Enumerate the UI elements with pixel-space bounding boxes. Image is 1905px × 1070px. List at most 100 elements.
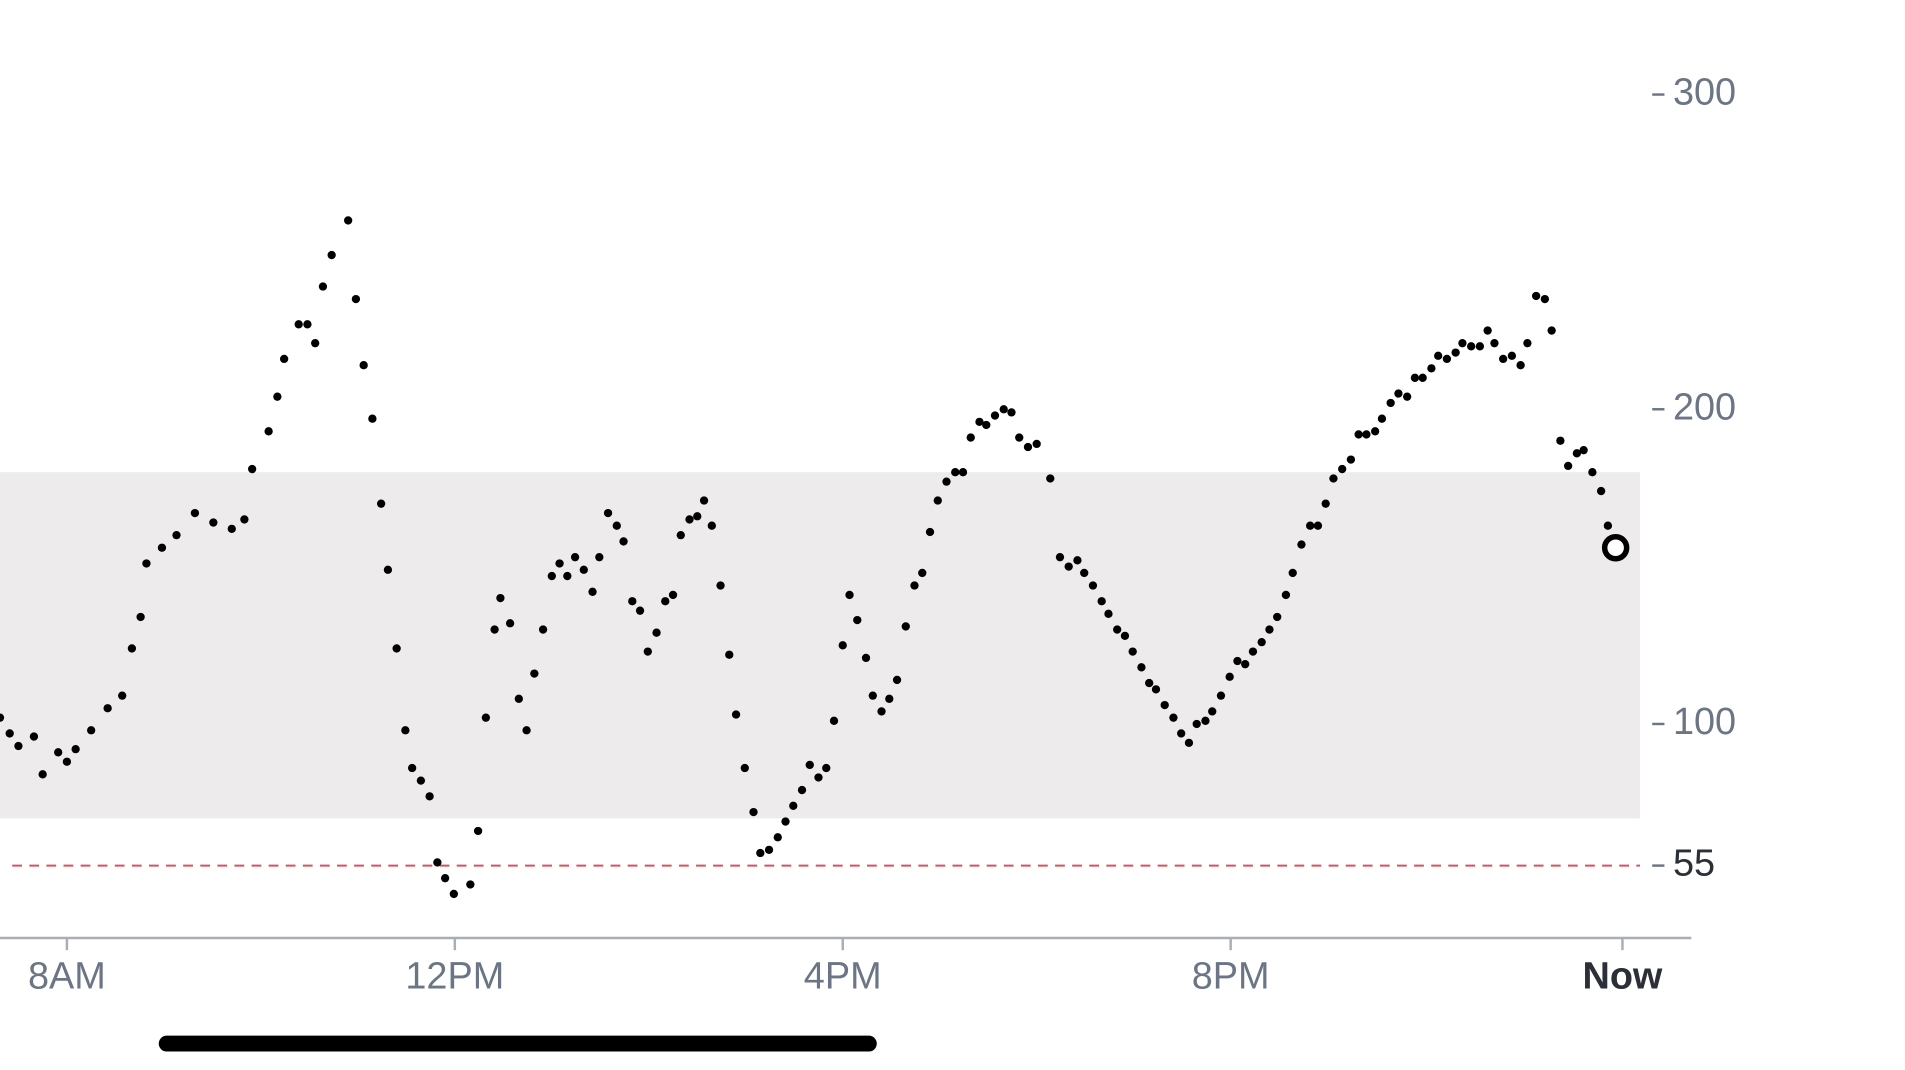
reading-dot — [628, 597, 637, 606]
reading-dot — [1208, 707, 1217, 716]
reading-dot — [1588, 468, 1597, 477]
reading-dot — [1169, 713, 1178, 722]
reading-dot — [892, 675, 902, 685]
axis-layer: 55 100 200 300 8AM 12PM 4PM 8PM Now — [0, 72, 1736, 997]
reading-dot — [853, 615, 862, 625]
reading-dot — [990, 411, 1000, 420]
reading-dot — [1354, 430, 1363, 439]
reading-dot — [87, 726, 96, 735]
reading-dot — [1104, 609, 1113, 618]
reading-dot — [1483, 326, 1492, 335]
reading-dot — [999, 405, 1008, 414]
reading-dot — [1192, 719, 1201, 729]
y-tick-label: 300 — [1673, 72, 1736, 114]
reading-dot — [982, 420, 991, 430]
reading-dot — [1097, 597, 1106, 606]
reading-dot — [910, 581, 919, 590]
reading-dot — [1540, 294, 1550, 304]
reading-dot — [505, 619, 515, 628]
reading-dot — [62, 757, 72, 766]
reading-dot — [401, 726, 410, 735]
x-tick-label: Now — [1582, 955, 1662, 997]
reading-dot — [1113, 625, 1122, 634]
reading-dot — [1046, 474, 1055, 483]
reading-dot — [1579, 446, 1588, 455]
scroll-indicator — [158, 1035, 877, 1052]
reading-dot — [1547, 326, 1556, 335]
reading-dot — [473, 826, 483, 836]
reading-dot — [1073, 556, 1082, 565]
reading-dot — [172, 530, 181, 540]
reading-dot — [1394, 389, 1403, 398]
reading-dot — [530, 669, 539, 678]
reading-dot — [433, 858, 442, 867]
reading-dot — [699, 496, 709, 505]
reading-dot — [1556, 436, 1565, 445]
reading-dot — [676, 530, 685, 540]
reading-dot — [127, 644, 137, 653]
reading-dot — [805, 760, 814, 770]
reading-dot — [240, 515, 249, 524]
reading-dot — [1257, 637, 1266, 647]
reading-dot — [814, 773, 823, 782]
reading-dot — [440, 874, 450, 883]
reading-dot — [303, 320, 312, 329]
reading-dot — [789, 801, 798, 810]
reading-dot — [54, 748, 63, 757]
reading-dot — [1418, 373, 1427, 382]
reading-dot — [901, 622, 910, 631]
reading-dot — [868, 691, 877, 700]
reading-dot — [822, 763, 831, 773]
reading-dot — [731, 710, 741, 719]
reading-dot — [368, 414, 377, 423]
y-tick-label: 55 — [1673, 843, 1715, 885]
reading-dot — [1403, 392, 1412, 401]
reading-dot — [756, 848, 765, 858]
reading-dot — [877, 707, 886, 716]
reading-dot — [951, 468, 960, 477]
reading-dot — [652, 628, 661, 637]
reading-dot — [1313, 521, 1323, 530]
reading-dot — [1128, 647, 1137, 656]
reading-dot — [685, 515, 694, 524]
reading-dot — [570, 553, 580, 562]
reading-dot — [588, 587, 597, 596]
reading-dot — [514, 694, 523, 703]
reading-dot — [1386, 398, 1395, 408]
reading-dot — [392, 644, 401, 653]
reading-dot — [209, 518, 218, 527]
reading-dot — [966, 433, 975, 442]
reading-dot — [103, 704, 112, 713]
reading-dot — [190, 508, 200, 518]
target-band-layer — [0, 472, 1641, 867]
reading-dot — [975, 417, 984, 427]
x-tick-label: 8PM — [1192, 955, 1270, 997]
reading-dot — [383, 565, 393, 574]
reading-dot — [425, 792, 434, 801]
reading-dot — [1265, 625, 1274, 634]
reading-dot — [1120, 631, 1130, 641]
reading-dot — [1248, 647, 1258, 656]
reading-dot — [1531, 291, 1541, 301]
reading-dot — [555, 559, 564, 568]
reading-dot — [157, 543, 167, 552]
reading-dot — [707, 521, 716, 530]
reading-dot — [522, 726, 531, 735]
reading-dot — [918, 568, 927, 578]
reading-dot — [1015, 433, 1024, 442]
reading-dot — [1338, 464, 1347, 474]
reading-dot — [1273, 612, 1282, 622]
reading-dot — [1475, 342, 1485, 351]
reading-dot — [1137, 663, 1146, 672]
reading-dot — [1177, 729, 1186, 738]
reading-dot — [725, 650, 734, 659]
reading-dot — [71, 745, 80, 754]
reading-dot — [1233, 656, 1242, 666]
reading-dot — [5, 729, 14, 738]
y-tick-label: 100 — [1673, 701, 1736, 743]
reading-dot — [0, 713, 5, 722]
reading-dot — [942, 477, 951, 486]
reading-dot — [1346, 455, 1356, 464]
